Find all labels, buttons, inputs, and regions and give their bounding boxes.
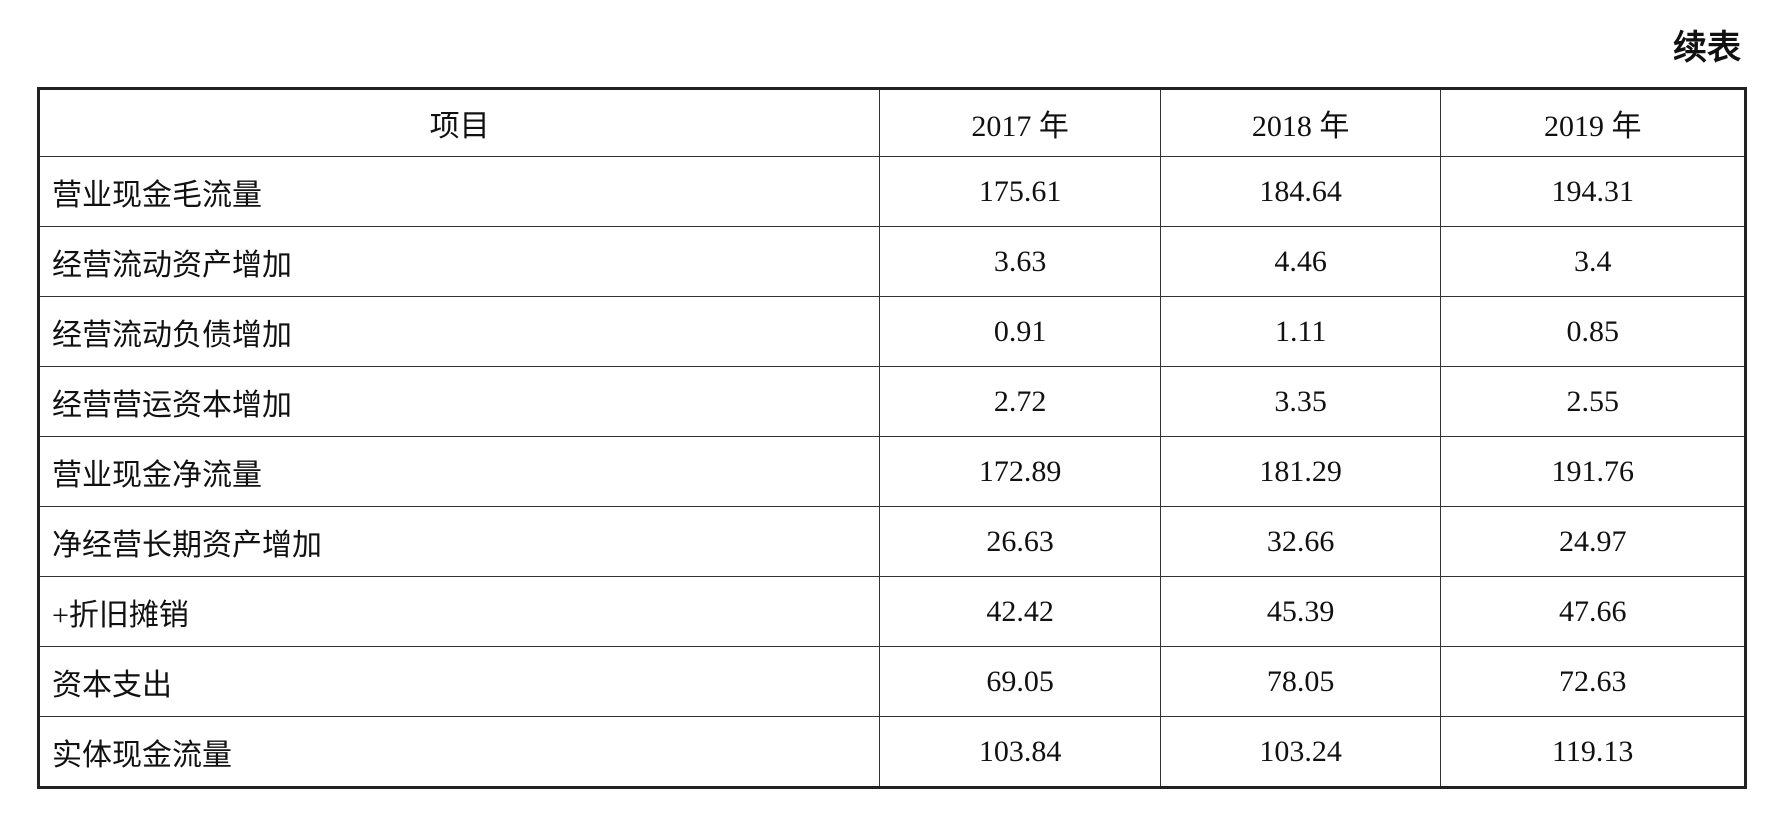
table-row: 资本支出 69.05 78.05 72.63 [37,646,1746,717]
value-cell: 175.61 [879,156,1161,227]
row-label: 营业现金毛流量 [37,156,881,227]
value-cell: 184.64 [1159,156,1442,227]
value-cell: 2.72 [879,366,1161,437]
value-cell: 42.42 [879,576,1161,647]
value-cell: 194.31 [1440,156,1746,227]
row-label: +折旧摊销 [37,576,881,647]
header-cell: 2017 年 [879,88,1161,157]
value-cell: 103.24 [1159,716,1442,788]
header-cell: 项目 [37,88,881,157]
table-row: +折旧摊销 42.42 45.39 47.66 [37,576,1746,647]
value-cell: 3.4 [1440,226,1746,297]
row-label: 经营流动负债增加 [37,296,881,367]
value-cell: 1.11 [1159,296,1442,367]
value-cell: 172.89 [879,436,1161,507]
value-cell: 103.84 [879,716,1161,788]
value-cell: 3.35 [1159,366,1442,437]
row-label: 实体现金流量 [37,716,881,788]
row-label: 营业现金净流量 [37,436,881,507]
value-cell: 191.76 [1440,436,1746,507]
row-label: 净经营长期资产增加 [37,506,881,577]
value-cell: 24.97 [1440,506,1746,577]
value-cell: 32.66 [1159,506,1442,577]
data-table: 项目 2017 年 2018 年 2019 年 营业现金毛流量 175.61 184.64… [37,87,1747,789]
value-cell: 78.05 [1159,646,1442,717]
header-cell: 2019 年 [1440,88,1746,157]
row-label: 资本支出 [37,646,881,717]
table-row: 经营营运资本增加 2.72 3.35 2.55 [37,366,1746,437]
value-cell: 3.63 [879,226,1161,297]
value-cell: 4.46 [1159,226,1442,297]
value-cell: 181.29 [1159,436,1442,507]
value-cell: 72.63 [1440,646,1746,717]
value-cell: 2.55 [1440,366,1746,437]
table-row: 经营流动负债增加 0.91 1.11 0.85 [37,296,1746,367]
value-cell: 119.13 [1440,716,1746,788]
table-row: 经营流动资产增加 3.63 4.46 3.4 [37,226,1746,297]
value-cell: 45.39 [1159,576,1442,647]
value-cell: 0.85 [1440,296,1746,367]
table-row: 净经营长期资产增加 26.63 32.66 24.97 [37,506,1746,577]
caption: 续表 [1673,28,1741,68]
value-cell: 47.66 [1440,576,1746,647]
value-cell: 69.05 [879,646,1161,717]
value-cell: 0.91 [879,296,1161,367]
header-row: 项目 2017 年 2018 年 2019 年 [37,88,1746,157]
table-body: 营业现金毛流量 175.61 184.64 194.31 经营流动资产增加 3.63 4.4… [37,156,1746,788]
table-row: 实体现金流量 103.84 103.24 119.13 [37,716,1746,788]
header-cell: 2018 年 [1159,88,1442,157]
table-row: 营业现金净流量 172.89 181.29 191.76 [37,436,1746,507]
table-row: 营业现金毛流量 175.61 184.64 194.31 [37,156,1746,227]
row-label: 经营营运资本增加 [37,366,881,437]
row-label: 经营流动资产增加 [37,226,881,297]
value-cell: 26.63 [879,506,1161,577]
